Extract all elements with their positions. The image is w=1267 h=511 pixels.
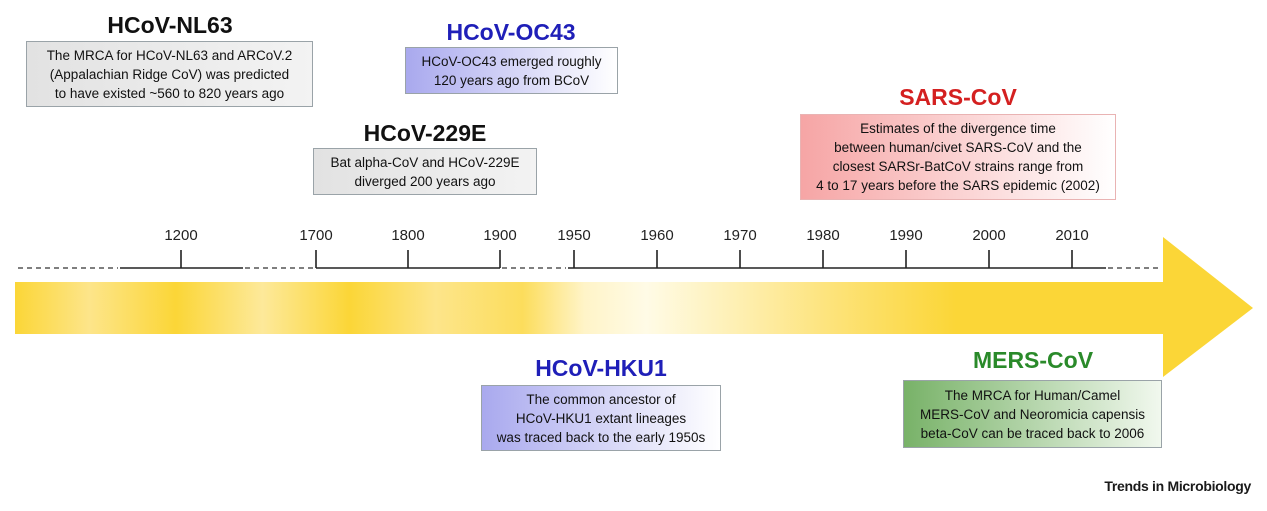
time-arrow [15, 237, 1253, 377]
text-hcov-oc43: HCoV-OC43 emerged roughly 120 years ago … [421, 53, 602, 88]
timeline-tick-label: 1900 [483, 227, 516, 244]
box-hcov-nl63: The MRCA for HCoV-NL63 and ARCoV.2 (Appa… [26, 41, 313, 107]
timeline-tick-label: 1700 [299, 227, 332, 244]
text-hcov-nl63: The MRCA for HCoV-NL63 and ARCoV.2 (Appa… [46, 47, 293, 101]
title-mers-cov: MERS-CoV [972, 347, 1094, 373]
text-mers-cov: The MRCA for Human/Camel MERS-CoV and Ne… [919, 387, 1146, 441]
title-hcov-oc43: HCoV-OC43 [446, 19, 576, 45]
box-mers-cov: The MRCA for Human/Camel MERS-CoV and Ne… [903, 380, 1162, 448]
timeline-tick-label: 1800 [391, 227, 424, 244]
box-hcov-oc43: HCoV-OC43 emerged roughly 120 years ago … [405, 47, 618, 94]
timeline-tick-label: 1990 [889, 227, 922, 244]
timeline-tick-label: 2000 [972, 227, 1005, 244]
timeline-tick-label: 1200 [164, 227, 197, 244]
box-hcov-hku1: The common ancestor of HCoV-HKU1 extant … [481, 385, 721, 451]
text-sars-cov: Estimates of the divergence time between… [816, 121, 1100, 193]
title-hcov-229e: HCoV-229E [363, 120, 487, 146]
timeline-tick-label: 1980 [806, 227, 839, 244]
title-hcov-nl63: HCoV-NL63 [107, 12, 233, 38]
box-sars-cov: Estimates of the divergence time between… [800, 114, 1116, 200]
timeline-tick-label: 1970 [723, 227, 756, 244]
timeline-tick-label: 1950 [557, 227, 590, 244]
text-hcov-229e: Bat alpha-CoV and HCoV-229E diverged 200… [330, 154, 520, 189]
box-hcov-229e: Bat alpha-CoV and HCoV-229E diverged 200… [313, 148, 537, 195]
journal-brand: Trends in Microbiology [1104, 478, 1251, 494]
title-sars-cov: SARS-CoV [899, 84, 1017, 110]
text-hcov-hku1: The common ancestor of HCoV-HKU1 extant … [496, 391, 706, 445]
timeline-tick-label: 1960 [640, 227, 673, 244]
timeline-ticks: 1200 1700 1800 1900 1950 1960 1970 1980 1990 2000… [164, 227, 1089, 268]
timeline-tick-label: 2010 [1055, 227, 1088, 244]
title-hcov-hku1: HCoV-HKU1 [535, 355, 667, 381]
